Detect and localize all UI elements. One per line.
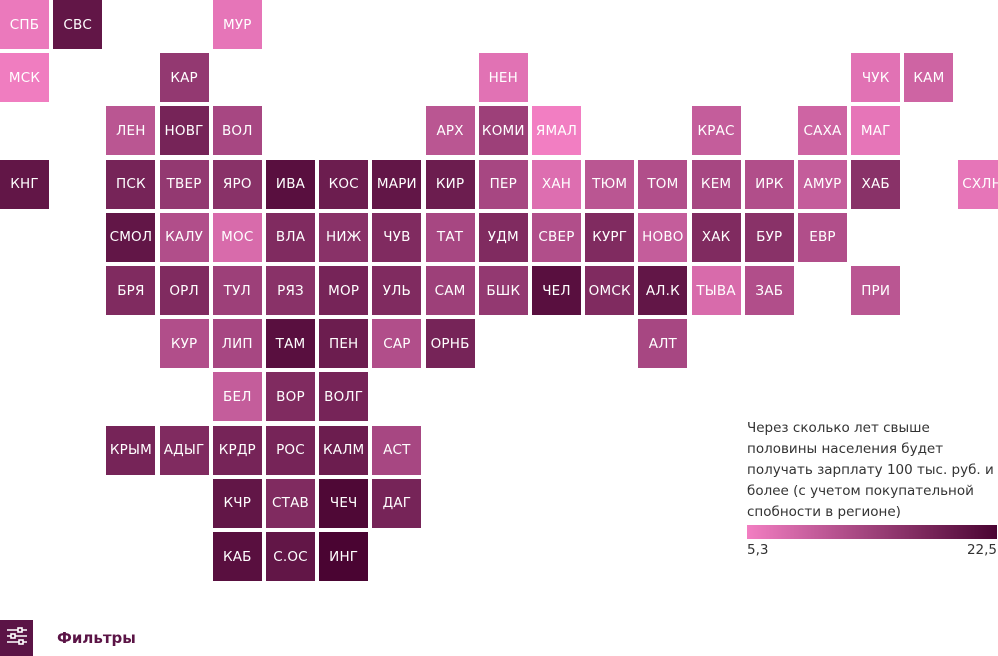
sliders-icon [6,626,28,650]
legend-title: Через сколько лет свыше половины населен… [747,420,994,520]
filters-label: Фильтры [57,628,136,647]
region-tile[interactable]: ЯРО [212,159,262,209]
region-tile[interactable]: КАБ [212,532,262,581]
region-tile[interactable]: КАМ [904,53,954,103]
region-tile[interactable]: МСК [0,53,49,103]
region-tile[interactable]: АМУР [798,159,847,209]
legend: Через сколько лет свыше половины населен… [747,418,998,560]
region-tile[interactable]: МАРИ [372,159,422,209]
region-tile[interactable]: ЧЕЛ [532,266,581,315]
region-tile[interactable]: ОМСК [585,266,635,315]
region-tile[interactable]: КУР [159,319,209,369]
region-tile[interactable]: НОВГ [159,106,209,156]
region-tile[interactable]: КУРГ [585,212,635,262]
region-tile[interactable]: ИРК [744,159,794,209]
region-tile[interactable]: КАЛУ [159,212,209,262]
region-tile[interactable]: ЧЕЧ [319,478,369,528]
region-tile[interactable]: НИЖ [319,212,369,262]
region-tile[interactable]: ВОР [266,372,315,422]
region-tile[interactable]: ЛЕН [106,106,156,156]
region-tile[interactable]: ТВЕР [159,159,209,209]
region-tile[interactable]: ВЛА [266,212,315,262]
region-tile[interactable]: САР [372,319,422,369]
region-tile[interactable]: УДМ [478,212,528,262]
region-tile[interactable]: НЕН [478,53,528,103]
region-tile[interactable]: СВЕР [532,212,581,262]
region-tile[interactable]: ОРНБ [425,319,475,369]
region-tile[interactable]: С.ОС [266,532,315,581]
region-tile[interactable]: МОР [319,266,369,315]
region-tile[interactable]: СХЛН [957,159,998,209]
region-tile[interactable]: РОС [266,425,315,475]
region-tile[interactable]: МОС [212,212,262,262]
region-tile[interactable]: ВОЛ [212,106,262,156]
region-tile[interactable]: КНГ [0,159,49,209]
region-tile[interactable]: КИР [425,159,475,209]
region-tile[interactable]: БРЯ [106,266,156,315]
region-tile[interactable]: БЕЛ [212,372,262,422]
region-tile[interactable]: ИНГ [319,532,369,581]
legend-max-label: 22,5 [966,542,997,558]
region-tile[interactable]: КРАС [691,106,741,156]
region-tile[interactable]: ВОЛГ [319,372,369,422]
region-tile[interactable]: ПЕР [478,159,528,209]
region-tile[interactable]: РЯЗ [266,266,315,315]
region-tile[interactable]: КОМИ [478,106,528,156]
region-tile[interactable]: ЧУК [851,53,901,103]
region-tile[interactable]: НОВО [638,212,688,262]
region-tile[interactable]: ЕВР [798,212,847,262]
region-tile[interactable]: ИВА [266,159,315,209]
region-tile[interactable]: ЛИП [212,319,262,369]
region-tile[interactable]: БШК [478,266,528,315]
region-tile-map: СПБ СВС МУР МСК КАР НЕН ЧУК КАМ ЛЕН НОВГ ВОЛ АРХ КОМ… [0,0,998,581]
legend-ticks: 5,3 22,5 [747,542,998,560]
region-tile[interactable]: КРЫМ [106,425,156,475]
region-tile[interactable]: ЯМАЛ [532,106,581,156]
region-tile[interactable]: СМОЛ [106,212,156,262]
region-tile[interactable]: ТАТ [425,212,475,262]
region-tile[interactable]: ХАБ [851,159,901,209]
region-tile[interactable]: ХАН [532,159,581,209]
region-tile[interactable]: ТЮМ [585,159,635,209]
region-tile[interactable]: ТОМ [638,159,688,209]
region-tile[interactable]: ТЫВА [691,266,741,315]
region-tile[interactable]: КОС [319,159,369,209]
region-tile[interactable]: СВС [53,0,103,49]
region-tile[interactable]: АРХ [425,106,475,156]
region-tile[interactable]: ПРИ [851,266,901,315]
region-tile[interactable]: ОРЛ [159,266,209,315]
filters-button[interactable] [0,619,33,656]
region-tile[interactable]: КЕМ [691,159,741,209]
region-tile[interactable]: МУР [212,0,262,49]
region-tile[interactable]: САХА [798,106,847,156]
region-tile[interactable]: КРДР [212,425,262,475]
region-tile[interactable]: СТАВ [266,478,315,528]
region-tile[interactable]: АДЫГ [159,425,209,475]
region-tile[interactable]: ХАК [691,212,741,262]
region-tile[interactable]: БУР [744,212,794,262]
region-tile[interactable]: ЗАБ [744,266,794,315]
region-tile[interactable]: ПЕН [319,319,369,369]
region-tile[interactable]: АСТ [372,425,422,475]
legend-min-label: 5,3 [747,542,769,558]
region-tile[interactable]: КАР [159,53,209,103]
region-tile[interactable]: СПБ [0,0,49,49]
legend-color-scale [747,525,997,539]
region-tile[interactable]: ДАГ [372,478,422,528]
region-tile[interactable]: КАЛМ [319,425,369,475]
region-tile[interactable]: АЛТ [638,319,688,369]
region-tile[interactable]: АЛ.К [638,266,688,315]
region-tile[interactable]: САМ [425,266,475,315]
region-tile[interactable]: ТУЛ [212,266,262,315]
region-tile[interactable]: КЧР [212,478,262,528]
filters-toggle[interactable]: Фильтры [0,619,136,656]
region-tile[interactable]: ПСК [106,159,156,209]
region-tile[interactable]: МАГ [851,106,901,156]
region-tile[interactable]: ЧУВ [372,212,422,262]
region-tile[interactable]: ТАМ [266,319,315,369]
region-tile[interactable]: УЛЬ [372,266,422,315]
